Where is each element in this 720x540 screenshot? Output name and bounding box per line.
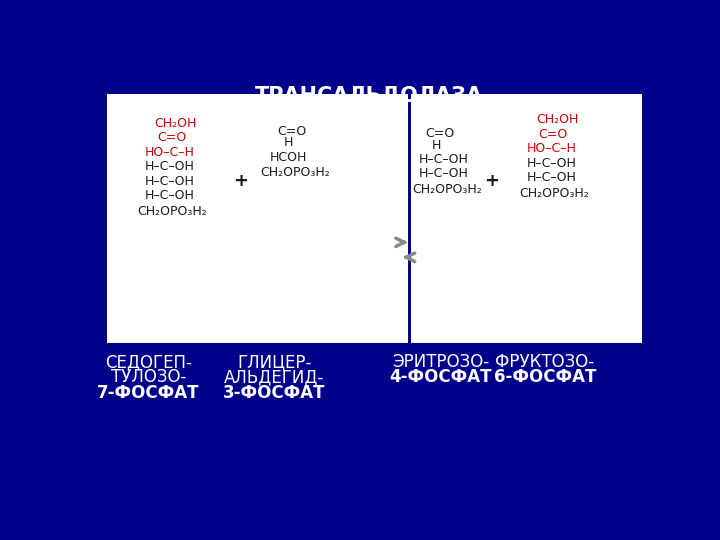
Text: 3-ФОСФАТ: 3-ФОСФАТ [223, 384, 325, 402]
Text: H–C–OH: H–C–OH [145, 190, 194, 202]
Text: C=O: C=O [157, 131, 186, 144]
Text: +: + [485, 172, 499, 190]
Text: 4-ФОСФАТ: 4-ФОСФАТ [390, 368, 492, 387]
Text: C=O: C=O [425, 127, 454, 140]
Text: HCOH: HCOH [270, 151, 307, 164]
Text: HO–C–H: HO–C–H [527, 143, 577, 156]
Text: HO–C–H: HO–C–H [145, 146, 194, 159]
Text: ТРАНСАЛЬДОЛАЗА: ТРАНСАЛЬДОЛАЗА [255, 86, 483, 106]
Text: CH₂OPO₃H₂: CH₂OPO₃H₂ [412, 183, 482, 196]
Text: CH₂OH: CH₂OH [154, 117, 197, 130]
Text: H–C–OH: H–C–OH [527, 171, 577, 184]
Text: ЭРИТРОЗО-: ЭРИТРОЗО- [392, 353, 489, 371]
Text: H: H [284, 137, 294, 150]
Text: +: + [233, 172, 248, 190]
Text: ГЛИЦЕР-: ГЛИЦЕР- [237, 353, 311, 371]
Text: H–C–OH: H–C–OH [145, 175, 194, 188]
Text: ФРУКТОЗО-: ФРУКТОЗО- [495, 353, 594, 371]
Text: CH₂OPO₃H₂: CH₂OPO₃H₂ [138, 205, 207, 218]
Text: C=O: C=O [277, 125, 306, 138]
Text: H–C–OH: H–C–OH [527, 157, 577, 170]
Text: 6-ФОСФАТ: 6-ФОСФАТ [494, 368, 596, 387]
Text: СЕДОГЕП-: СЕДОГЕП- [105, 353, 192, 371]
Bar [107, 94, 408, 343]
Text: CH₂OPO₃H₂: CH₂OPO₃H₂ [519, 187, 589, 200]
Text: CH₂OH: CH₂OH [536, 113, 579, 126]
Text: CH₂OPO₃H₂: CH₂OPO₃H₂ [260, 166, 330, 179]
Text: ТУЛОЗО-: ТУЛОЗО- [111, 368, 186, 387]
Bar [411, 94, 642, 343]
Text: H–C–OH: H–C–OH [419, 153, 469, 166]
Text: АЛЬДЕГИД-: АЛЬДЕГИД- [224, 368, 324, 387]
Text: 7-ФОСФАТ: 7-ФОСФАТ [97, 384, 200, 402]
Text: H–C–OH: H–C–OH [419, 167, 469, 180]
Text: H: H [431, 139, 441, 152]
Text: C=O: C=O [538, 128, 567, 141]
Text: H–C–OH: H–C–OH [145, 160, 194, 173]
